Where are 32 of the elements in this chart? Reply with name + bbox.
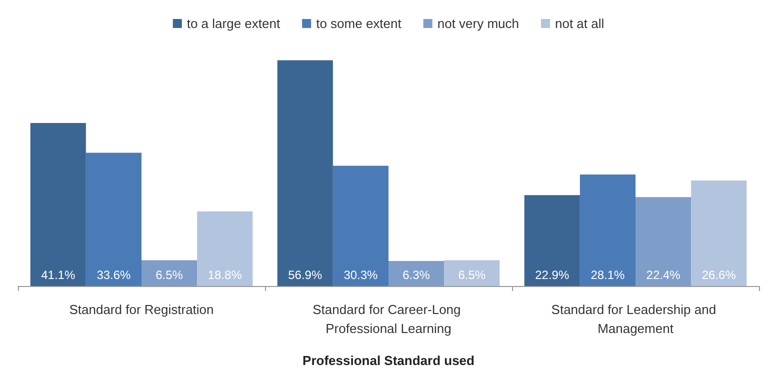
bar — [580, 174, 636, 286]
data-label: 26.6% — [702, 268, 736, 282]
data-label: 6.5% — [156, 268, 184, 282]
data-label: 22.4% — [646, 268, 681, 282]
data-label: 30.3% — [344, 268, 378, 282]
x-axis-title: Professional Standard used — [302, 353, 475, 368]
data-label: 6.3% — [402, 268, 430, 282]
legend-label: to some extent — [316, 16, 402, 31]
legend-label: to a large extent — [186, 16, 280, 31]
data-label: 22.9% — [535, 268, 570, 282]
data-label: 6.5% — [458, 268, 486, 282]
legend-label: not at all — [555, 16, 604, 31]
bar — [636, 197, 692, 286]
data-label: 56.9% — [288, 268, 322, 282]
bar — [30, 122, 86, 286]
data-label: 18.8% — [208, 268, 242, 282]
data-label: 41.1% — [41, 268, 76, 282]
bar — [444, 260, 500, 286]
bar — [388, 261, 444, 286]
data-label: 33.6% — [96, 268, 132, 282]
bar — [277, 60, 333, 286]
bar — [691, 180, 747, 286]
x-tick-label: Standard for Career-Long Professional Learning — [312, 302, 464, 336]
x-tick-label: Standard for Leadership and Management — [551, 302, 720, 336]
bar — [86, 152, 142, 286]
x-tick-label: Standard for Registration — [69, 302, 214, 317]
legend-label: not very much — [437, 16, 520, 31]
bar — [142, 260, 198, 286]
data-label: 28.1% — [590, 268, 626, 282]
bar — [332, 166, 388, 286]
bar — [524, 195, 580, 286]
bar — [197, 211, 253, 286]
